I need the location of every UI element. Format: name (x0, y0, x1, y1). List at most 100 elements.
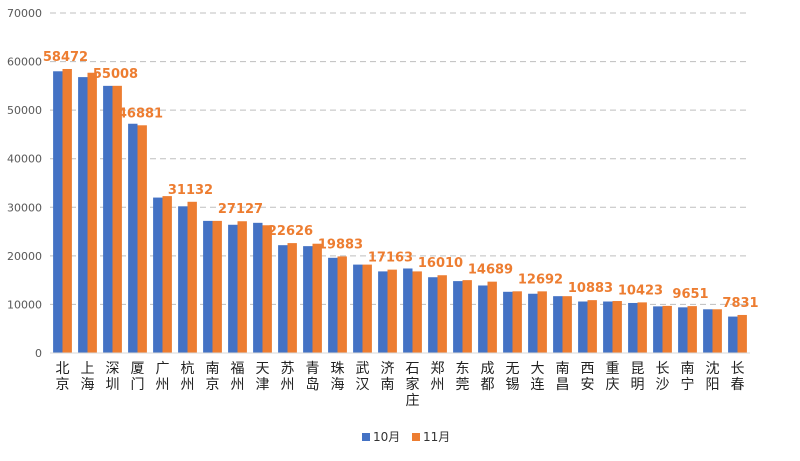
bar-11月-南昌 (562, 296, 572, 353)
bar-11月-昆明 (637, 302, 647, 353)
bar-10月-济南 (378, 271, 388, 353)
bar-10月-长沙 (653, 306, 663, 353)
data-label: 58472 (43, 50, 88, 65)
bar-11月-沈阳 (712, 309, 722, 353)
bar-10月-无锡 (503, 291, 513, 353)
data-label: 31132 (168, 183, 213, 198)
y-tick-label: 40000 (7, 153, 42, 166)
bar-10月-重庆 (603, 301, 613, 353)
bar-10月-长春 (728, 316, 738, 353)
bar-11月-无锡 (512, 291, 522, 353)
bar-10月-深圳 (103, 85, 113, 353)
x-tick-label: 珠海 (331, 361, 345, 393)
bar-10月-南宁 (678, 307, 688, 353)
bar-11月-大连 (537, 291, 547, 353)
x-tick-label: 武汉 (356, 361, 370, 393)
x-tick-label: 北京 (56, 361, 70, 393)
x-tick-label: 青岛 (306, 361, 320, 393)
x-tick-label: 福州 (231, 361, 245, 393)
bar-11月-深圳 (112, 85, 122, 353)
bar-10月-郑州 (428, 277, 438, 353)
x-tick-label: 成都 (481, 361, 495, 393)
y-tick-label: 30000 (7, 201, 42, 214)
x-tick-label: 天津 (256, 361, 270, 393)
bar-10月-昆明 (628, 302, 638, 353)
bar-11月-西安 (587, 300, 597, 353)
x-tick-label: 南宁 (681, 361, 695, 393)
bar-10月-武汉 (353, 264, 363, 353)
x-tick-label: 济南 (381, 361, 395, 393)
data-label: 22626 (268, 224, 313, 239)
bar-11月-厦门 (137, 125, 147, 353)
bar-11月-成都 (487, 281, 497, 353)
data-label: 10883 (568, 281, 613, 296)
bar-10月-南京 (203, 220, 213, 353)
x-tick-label: 杭州 (181, 361, 195, 393)
x-tick-label: 昆明 (631, 361, 645, 393)
bar-11月-北京 (62, 68, 72, 354)
bar-10月-石家庄 (403, 268, 413, 353)
x-tick-label: 深圳 (106, 361, 120, 393)
bar-10月-上海 (78, 77, 88, 353)
bar-10月-西安 (578, 301, 588, 353)
bars (53, 68, 747, 354)
bar-10月-珠海 (328, 257, 338, 353)
bar-10月-沈阳 (703, 309, 713, 353)
y-tick-label: 70000 (7, 7, 42, 20)
bar-11月-南京 (212, 220, 222, 353)
bar-11月-南宁 (687, 306, 697, 353)
y-tick-label: 50000 (7, 104, 42, 117)
y-tick-label: 60000 (7, 56, 42, 69)
data-label: 7831 (722, 296, 758, 311)
bar-11月-武汉 (362, 264, 372, 353)
data-label: 16010 (418, 256, 463, 271)
bar-10月-天津 (253, 222, 263, 353)
bar-10月-南昌 (553, 296, 563, 353)
bar-11月-杭州 (187, 201, 197, 353)
bar-11月-重庆 (612, 301, 622, 353)
legend-swatch (412, 433, 420, 441)
data-labels: 58472 55008 46881 31132 27127 22626 19883 17163… (43, 50, 759, 311)
bar-11月-苏州 (287, 243, 297, 353)
x-tick-label: 沈阳 (706, 361, 720, 393)
bar-11月-珠海 (337, 256, 347, 353)
legend-label: 11月 (423, 430, 450, 444)
legend-swatch (362, 433, 370, 441)
bar-10月-东莞 (453, 281, 463, 353)
bar-11月-长春 (737, 314, 747, 353)
bar-10月-苏州 (278, 245, 288, 353)
bar-11月-福州 (237, 221, 247, 353)
x-tick-label: 重庆 (606, 361, 620, 393)
x-tick-label: 无锡 (506, 361, 520, 393)
x-tick-label: 厦门 (131, 361, 145, 393)
x-tick-label: 上海 (81, 361, 95, 393)
bar-11月-青岛 (312, 243, 322, 353)
y-axis: 0 10000 20000 30000 40000 50000 60000 70000 (7, 7, 42, 360)
data-label: 14689 (468, 263, 513, 278)
bar-11月-天津 (262, 225, 272, 353)
bar-10月-成都 (478, 285, 488, 353)
gridlines (50, 12, 750, 305)
data-label: 12692 (518, 272, 563, 287)
data-label: 55008 (93, 67, 138, 82)
bar-11月-广州 (162, 196, 172, 353)
bar-11月-上海 (87, 72, 97, 353)
x-tick-label: 大连 (531, 361, 545, 393)
legend: 10月 11月 (362, 430, 450, 444)
x-tick-label: 郑州 (431, 361, 445, 393)
bar-10月-广州 (153, 197, 163, 353)
bar-10月-厦门 (128, 123, 138, 353)
bar-10月-北京 (53, 71, 63, 354)
x-axis: 北京上海深圳厦门广州杭州南京福州天津苏州青岛珠海武汉济南石家庄郑州东莞成都无锡大… (50, 352, 750, 409)
x-tick-label: 广州 (156, 361, 170, 393)
x-tick-label: 东莞 (456, 361, 470, 393)
x-tick-label: 南昌 (556, 361, 570, 393)
x-tick-label: 长沙 (656, 361, 670, 393)
bar-11月-长沙 (662, 305, 672, 353)
x-tick-label: 石家庄 (406, 361, 420, 409)
bar-11月-东莞 (462, 280, 472, 353)
x-tick-label: 西安 (581, 361, 595, 393)
bar-11月-石家庄 (412, 271, 422, 353)
bar-10月-青岛 (303, 246, 313, 353)
